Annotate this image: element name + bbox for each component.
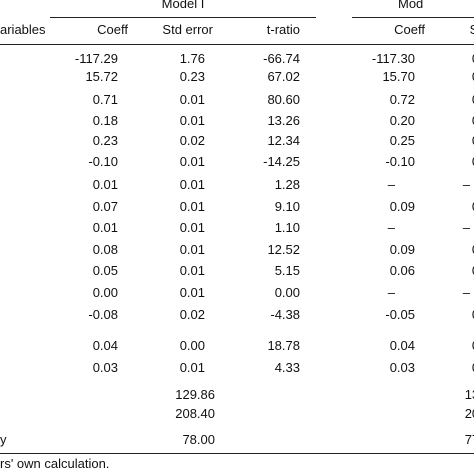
cell: -0.10 (385, 154, 415, 169)
column-header: t-ratio (266, 22, 300, 37)
rule (352, 17, 474, 18)
cell: 0.01 (92, 220, 118, 235)
cell: 0.01 (179, 177, 205, 192)
cell: 0.00 (179, 338, 205, 353)
cell: 0.05 (92, 263, 118, 278)
cell: 0.09 (389, 242, 415, 257)
cell: 0.01 (179, 154, 205, 169)
cell: – (387, 220, 395, 235)
cell: -66.74 (263, 51, 300, 66)
cell: -14.25 (263, 154, 300, 169)
cell: 4.33 (274, 360, 300, 375)
cell: 0.20 (389, 113, 415, 128)
cell: 0.03 (389, 360, 415, 375)
cell: 130. (464, 387, 474, 402)
cell: 208. (464, 406, 474, 421)
cell: 15.72 (85, 69, 118, 84)
cell: 67.02 (267, 69, 300, 84)
cell: 0.07 (92, 199, 118, 214)
cell: 0.01 (179, 113, 205, 128)
cell: 0.01 (179, 92, 205, 107)
cell: 0.0 (472, 263, 474, 279)
cell: 0.0 (472, 113, 474, 129)
cell: 0.0 (472, 338, 474, 354)
cell: 12.52 (267, 242, 300, 257)
footnote: rs' own calculation. (0, 456, 110, 471)
cell: 129.86 (175, 387, 215, 402)
column-header: ariables (0, 22, 46, 37)
cell: 0.04 (92, 338, 118, 353)
cell: -0.10 (88, 154, 118, 169)
cell: 0.01 (179, 242, 205, 257)
cell: 0.00 (274, 285, 300, 300)
cell: 0.03 (92, 360, 118, 375)
cell: 0.0 (472, 199, 474, 215)
cell: -0.08 (88, 307, 118, 322)
cell: 0.1 (472, 69, 474, 85)
cell: 0.02 (179, 133, 205, 148)
cell: 0.23 (179, 69, 205, 84)
cell: 0.01 (179, 199, 205, 214)
cell: -117.29 (74, 51, 118, 66)
rule (50, 17, 316, 18)
cell: 80.60 (267, 92, 300, 107)
cell: 0.08 (92, 242, 118, 257)
cell: 0.8 (472, 51, 474, 67)
cell: 0.01 (179, 360, 205, 375)
column-header: Std error (162, 22, 213, 37)
cell: 0.0 (472, 242, 474, 258)
cell: 1.28 (274, 177, 300, 192)
column-header: Coeff (394, 22, 425, 37)
cell: 0.0 (472, 133, 474, 149)
cell: 0.01 (179, 263, 205, 278)
cell: -4.38 (270, 307, 300, 322)
cell: 0.71 (92, 92, 118, 107)
model-header: Model I (161, 0, 205, 11)
cell: 0.0 (472, 360, 474, 376)
cell: 15.70 (382, 69, 415, 84)
cell: 0.0 (472, 154, 474, 170)
cell: 77.0 (464, 432, 474, 447)
cell: 78.00 (182, 432, 215, 447)
cell: 0.04 (389, 338, 415, 353)
cell: – (387, 285, 395, 300)
cell: 18.78 (267, 338, 300, 353)
rule (0, 44, 474, 45)
cell: -0.05 (385, 307, 415, 322)
cell: – (462, 220, 470, 235)
cell: 0.06 (389, 263, 415, 278)
cell: – (462, 285, 470, 300)
cell: 0.25 (389, 133, 415, 148)
column-header: Coeff (97, 22, 128, 37)
cell: -117.30 (371, 51, 415, 66)
cell: – (462, 177, 470, 192)
cell: 0.18 (92, 113, 118, 128)
cell: 0.02 (179, 307, 205, 322)
cell: 0.09 (389, 199, 415, 214)
column-header: Std e (469, 22, 474, 37)
cell: 1.76 (179, 51, 205, 66)
row-label: y (0, 432, 7, 447)
cell: 1.10 (274, 220, 300, 235)
cell: 13.26 (267, 113, 300, 128)
cell: 0.0 (472, 307, 474, 323)
cell: 0.01 (179, 220, 205, 235)
cell: – (387, 177, 395, 192)
cell: 0.01 (179, 285, 205, 300)
cell: 0.23 (92, 133, 118, 148)
cell: 0.01 (92, 177, 118, 192)
cell: 12.34 (267, 133, 300, 148)
cell: 0.72 (389, 92, 415, 107)
cell: 208.40 (175, 406, 215, 421)
rule (0, 453, 474, 454)
cell: 0.0 (472, 92, 474, 108)
model-header: Mod (398, 0, 424, 11)
cell: 0.00 (92, 285, 118, 300)
cell: 5.15 (274, 263, 300, 278)
cell: 9.10 (274, 199, 300, 214)
